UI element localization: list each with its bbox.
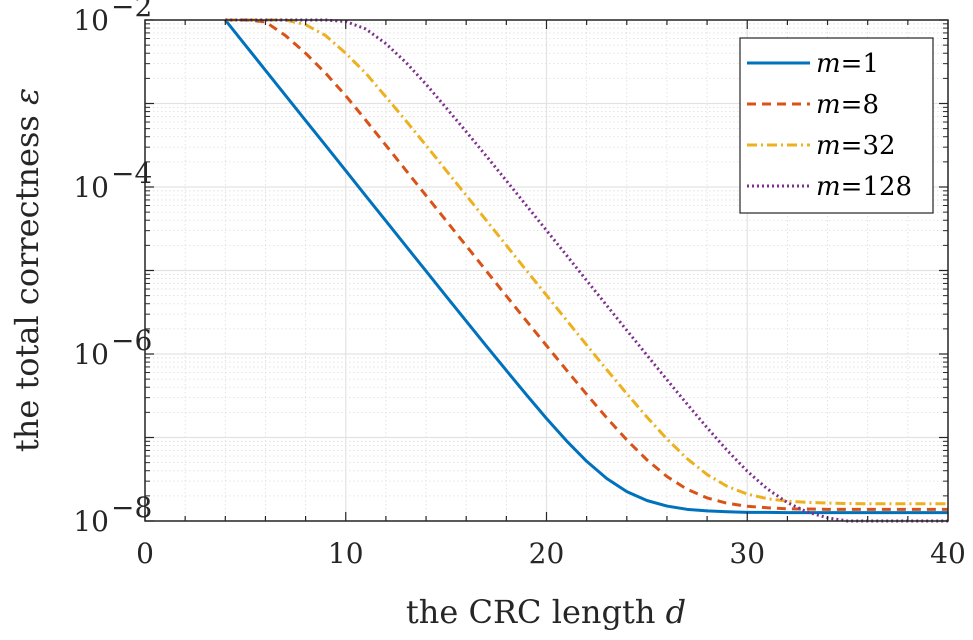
y-tick-exponent: −8 xyxy=(111,491,152,524)
y-tick-exponent: −2 xyxy=(111,0,152,23)
legend-label-m=8: m=8 xyxy=(816,90,879,120)
y-tick-exponent: −6 xyxy=(111,324,152,357)
legend-label-m=128: m=128 xyxy=(816,172,912,202)
y-tick-exponent: −4 xyxy=(111,157,152,190)
y-tick-label: 10 xyxy=(73,171,109,204)
y-tick-label: 10 xyxy=(73,505,109,538)
legend: m=1 m=8 m=32 m=128 xyxy=(739,37,934,214)
x-axis-label: the CRC length d xyxy=(406,593,686,631)
x-tick-labels: 0 10 20 30 40 xyxy=(136,537,966,570)
x-tick-label: 0 xyxy=(136,537,154,570)
x-tick-label: 40 xyxy=(930,537,966,570)
y-tick-label: 10 xyxy=(73,4,109,37)
series-line-m=1 xyxy=(224,19,948,515)
y-axis-label: the total correctness ε xyxy=(8,88,46,452)
legend-label-m=32: m=32 xyxy=(816,131,896,161)
x-tick-label: 30 xyxy=(729,537,765,570)
series-line-m=32 xyxy=(225,18,948,506)
legend-label-m=1: m=1 xyxy=(816,49,879,79)
x-tick-label: 10 xyxy=(328,537,364,570)
y-tick-label: 10 xyxy=(73,338,109,371)
y-tick-labels: 10−210−410−610−8 xyxy=(73,0,152,538)
series-line-m=8 xyxy=(225,18,948,511)
legend-box xyxy=(739,37,934,214)
x-tick-label: 20 xyxy=(529,537,565,570)
axis-ticks xyxy=(144,19,949,522)
